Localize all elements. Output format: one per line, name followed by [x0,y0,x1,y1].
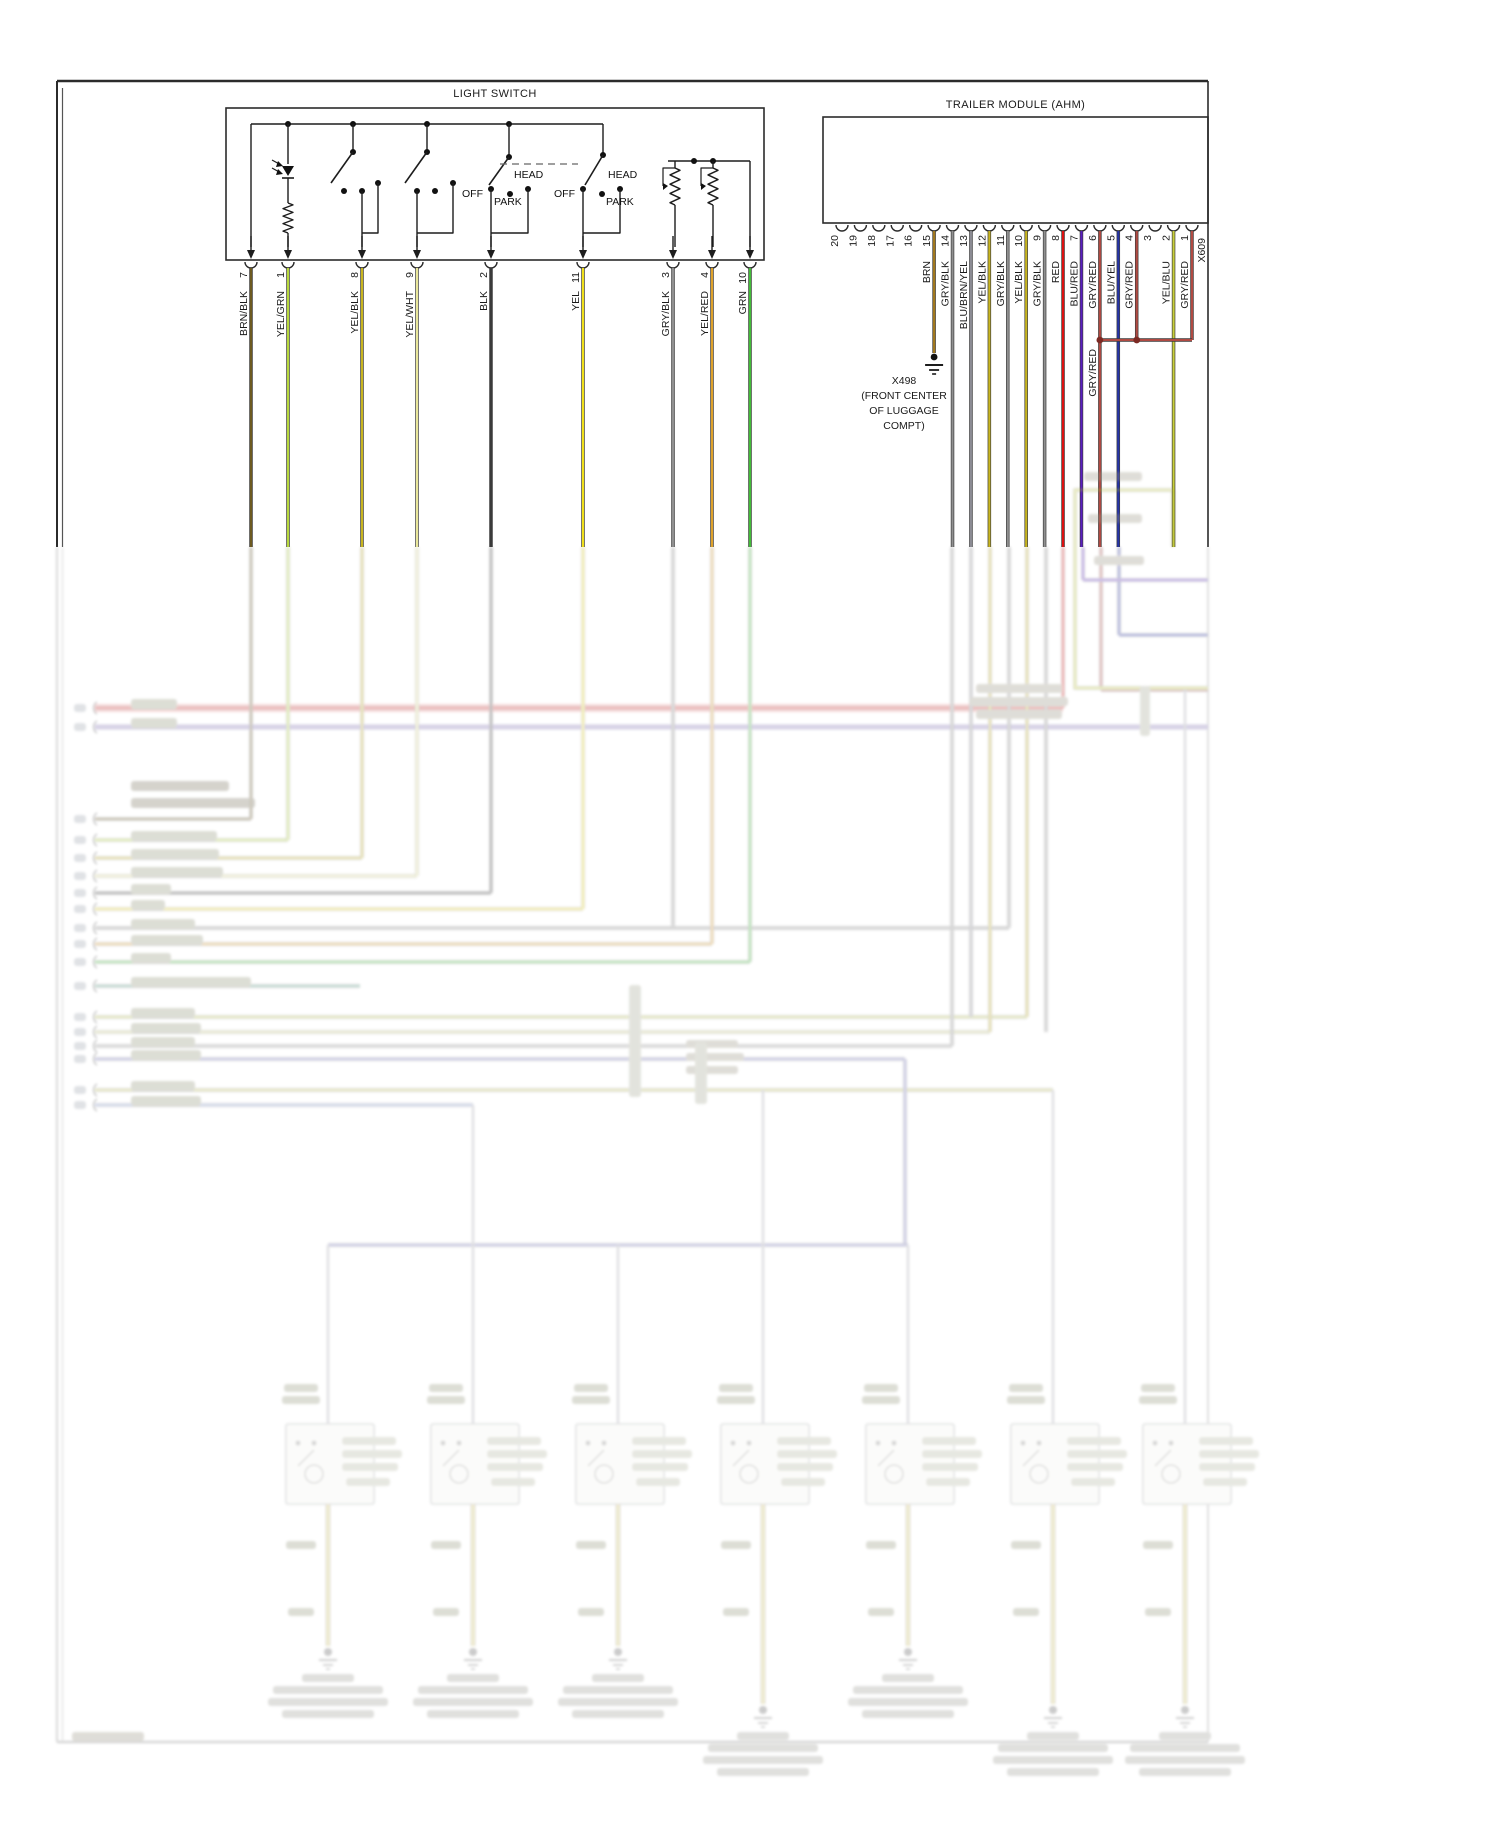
trailer-pin-number: 8 [1050,235,1062,241]
light-switch-pin-number: 8 [349,272,361,278]
trailer-pin-number: 13 [958,235,970,247]
trailer-pin-number: 20 [829,235,841,247]
switch1-off-label: OFF [462,188,483,200]
ground-x498-line2: (FRONT CENTER [861,390,947,402]
connector-x609-label: X609 [1196,238,1208,263]
switch2-off-label: OFF [554,188,575,200]
light-switch-pin-number: 7 [238,272,250,278]
switch2-park-label: PARK [606,196,634,208]
light-switch-pin-number: 2 [478,272,490,278]
trailer-pin-number: 15 [921,235,933,247]
trailer-pin-number: 1 [1179,235,1191,241]
trailer-wire-label: BLU/YEL [1105,261,1117,304]
switch1-head-label: HEAD [514,169,544,181]
light-switch-wire-label: BLK [478,291,490,311]
trailer-pin-number: 10 [1013,235,1025,247]
light-switch-wire-label: YEL/RED [699,291,711,336]
trailer-pin-number: 12 [976,235,988,247]
ground-x498-line4: COMPT) [883,420,925,432]
switch1-park-label: PARK [494,196,522,208]
trailer-wire-label: BLU/RED [1068,261,1080,307]
trailer-pin-number: 7 [1068,235,1080,241]
trailer-wire-label: YEL/BLK [976,261,988,304]
trailer-pin-number: 4 [1124,235,1136,241]
light-switch-pin-number: 3 [660,272,672,278]
trailer-wire-label: BRN [921,261,933,283]
trailer-module-title: TRAILER MODULE (AHM) [945,99,1086,111]
trailer-wire-label: RED [1050,261,1062,284]
trailer-wire-label: YEL/BLU [1161,261,1173,304]
trailer-wire-label: GRY/BLK [940,261,952,306]
light-switch-pin-number: 9 [404,272,416,278]
light-switch-wire-label: BRN/BLK [238,291,250,336]
light-switch-wire-label: YEL/BLK [349,291,361,334]
light-switch-wire-label: YEL/GRN [275,291,287,337]
crisp-diagram-layer: 7 BRN/BLK 1 YEL/GRN 8 YEL/BLK 9 YEL/WHT 2 BLK 11 YE… [56,79,1209,547]
light-switch-pin-number: 10 [737,272,749,284]
light-switch-pin-number: 11 [570,272,582,283]
trailer-pin-number: 6 [1087,235,1099,241]
trailer-pin-number: 17 [884,235,896,247]
light-switch-wire-label: YEL [570,291,582,311]
trailer-wire-label: GRY/RED [1124,261,1136,309]
gry-red-splice-label: GRY/RED [1087,349,1099,397]
trailer-wire-label: GRY/RED [1179,261,1191,309]
trailer-wire-label: BLU/BRN/YEL [958,261,970,329]
light-switch-title: LIGHT SWITCH [453,88,537,100]
trailer-wire-label: GRY/BLK [1032,261,1044,306]
trailer-pin-number: 19 [847,235,859,247]
trailer-pin-number: 3 [1142,235,1154,241]
switch2-head-label: HEAD [608,169,638,181]
light-switch-pin-number: 4 [699,272,711,278]
ground-x498-caption: X498 (FRONT CENTER OF LUGGAGE COMPT) [816,374,992,434]
trailer-pin-number: 11 [995,235,1007,246]
trailer-pin-number: 14 [940,235,952,247]
ground-x498-line3: OF LUGGAGE [869,405,939,417]
trailer-pin-number: 16 [903,235,915,247]
trailer-pin-number: 18 [866,235,878,247]
ground-x498-line1: X498 [891,375,917,387]
trailer-wire-label: GRY/RED [1087,261,1099,309]
trailer-wire-label: YEL/BLK [1013,261,1025,304]
light-switch-wire-label: GRN [737,291,749,314]
trailer-pin-number: 2 [1161,235,1173,241]
trailer-wire-label: GRY/BLK [995,261,1007,306]
trailer-pin-number: 5 [1105,235,1117,241]
light-switch-pin-number: 1 [275,272,287,278]
light-switch-wire-label: GRY/BLK [660,291,672,336]
trailer-pin-number: 9 [1032,235,1044,241]
light-switch-wire-label: YEL/WHT [404,290,416,337]
faded-wiring-layer [56,472,1259,1776]
